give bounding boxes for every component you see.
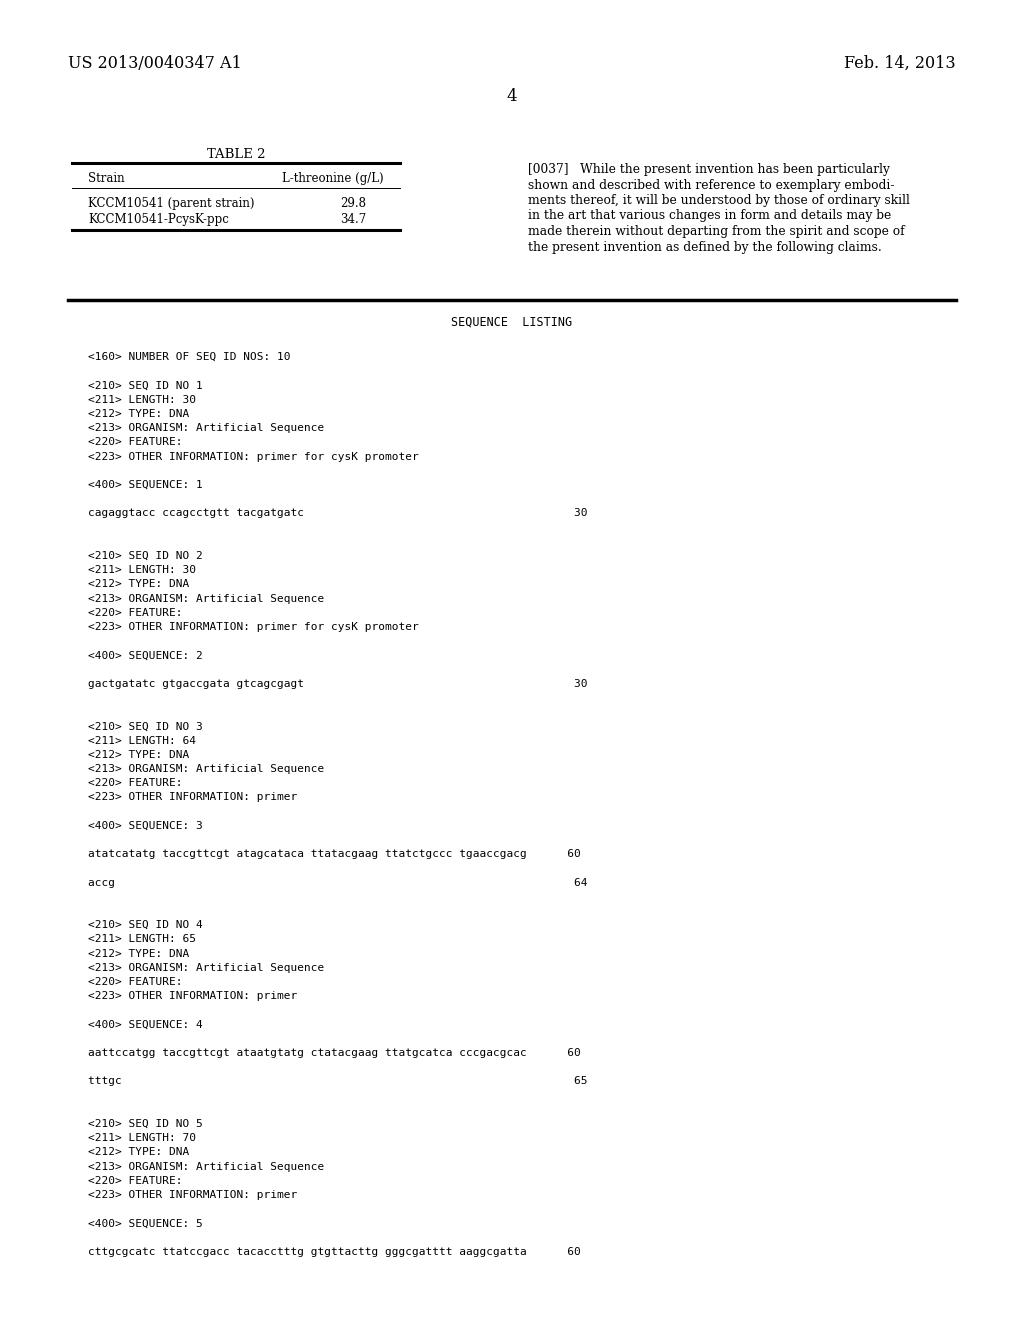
Text: cagaggtacc ccagcctgtt tacgatgatc                                        30: cagaggtacc ccagcctgtt tacgatgatc 30 xyxy=(88,508,588,519)
Text: <223> OTHER INFORMATION: primer: <223> OTHER INFORMATION: primer xyxy=(88,792,297,803)
Text: <213> ORGANISM: Artificial Sequence: <213> ORGANISM: Artificial Sequence xyxy=(88,962,325,973)
Text: <160> NUMBER OF SEQ ID NOS: 10: <160> NUMBER OF SEQ ID NOS: 10 xyxy=(88,352,291,362)
Text: made therein without departing from the spirit and scope of: made therein without departing from the … xyxy=(528,224,904,238)
Text: <211> LENGTH: 64: <211> LENGTH: 64 xyxy=(88,735,196,746)
Text: <210> SEQ ID NO 2: <210> SEQ ID NO 2 xyxy=(88,550,203,561)
Text: <212> TYPE: DNA: <212> TYPE: DNA xyxy=(88,949,189,958)
Text: <223> OTHER INFORMATION: primer: <223> OTHER INFORMATION: primer xyxy=(88,1191,297,1200)
Text: accg                                                                    64: accg 64 xyxy=(88,878,588,887)
Text: <211> LENGTH: 30: <211> LENGTH: 30 xyxy=(88,395,196,405)
Text: 34.7: 34.7 xyxy=(340,213,367,226)
Text: <210> SEQ ID NO 4: <210> SEQ ID NO 4 xyxy=(88,920,203,931)
Text: KCCM10541-PcysK-ppc: KCCM10541-PcysK-ppc xyxy=(88,213,229,226)
Text: <400> SEQUENCE: 5: <400> SEQUENCE: 5 xyxy=(88,1218,203,1229)
Text: <220> FEATURE:: <220> FEATURE: xyxy=(88,437,182,447)
Text: ments thereof, it will be understood by those of ordinary skill: ments thereof, it will be understood by … xyxy=(528,194,910,207)
Text: <400> SEQUENCE: 2: <400> SEQUENCE: 2 xyxy=(88,651,203,660)
Text: <211> LENGTH: 30: <211> LENGTH: 30 xyxy=(88,565,196,576)
Text: <223> OTHER INFORMATION: primer: <223> OTHER INFORMATION: primer xyxy=(88,991,297,1001)
Text: <211> LENGTH: 70: <211> LENGTH: 70 xyxy=(88,1133,196,1143)
Text: <210> SEQ ID NO 1: <210> SEQ ID NO 1 xyxy=(88,380,203,391)
Text: <213> ORGANISM: Artificial Sequence: <213> ORGANISM: Artificial Sequence xyxy=(88,764,325,774)
Text: in the art that various changes in form and details may be: in the art that various changes in form … xyxy=(528,210,891,223)
Text: <400> SEQUENCE: 4: <400> SEQUENCE: 4 xyxy=(88,1019,203,1030)
Text: <220> FEATURE:: <220> FEATURE: xyxy=(88,607,182,618)
Text: <400> SEQUENCE: 1: <400> SEQUENCE: 1 xyxy=(88,480,203,490)
Text: <400> SEQUENCE: 3: <400> SEQUENCE: 3 xyxy=(88,821,203,830)
Text: 4: 4 xyxy=(507,88,517,106)
Text: the present invention as defined by the following claims.: the present invention as defined by the … xyxy=(528,240,882,253)
Text: <211> LENGTH: 65: <211> LENGTH: 65 xyxy=(88,935,196,944)
Text: TABLE 2: TABLE 2 xyxy=(207,148,265,161)
Text: <220> FEATURE:: <220> FEATURE: xyxy=(88,779,182,788)
Text: <212> TYPE: DNA: <212> TYPE: DNA xyxy=(88,579,189,590)
Text: atatcatatg taccgttcgt atagcataca ttatacgaag ttatctgccc tgaaccgacg      60: atatcatatg taccgttcgt atagcataca ttatacg… xyxy=(88,849,581,859)
Text: <223> OTHER INFORMATION: primer for cysK promoter: <223> OTHER INFORMATION: primer for cysK… xyxy=(88,451,419,462)
Text: 29.8: 29.8 xyxy=(340,197,366,210)
Text: tttgc                                                                   65: tttgc 65 xyxy=(88,1076,588,1086)
Text: <212> TYPE: DNA: <212> TYPE: DNA xyxy=(88,409,189,418)
Text: <212> TYPE: DNA: <212> TYPE: DNA xyxy=(88,750,189,760)
Text: <212> TYPE: DNA: <212> TYPE: DNA xyxy=(88,1147,189,1158)
Text: cttgcgcatc ttatccgacc tacacctttg gtgttacttg gggcgatttt aaggcgatta      60: cttgcgcatc ttatccgacc tacacctttg gtgttac… xyxy=(88,1247,581,1257)
Text: <220> FEATURE:: <220> FEATURE: xyxy=(88,977,182,987)
Text: <220> FEATURE:: <220> FEATURE: xyxy=(88,1176,182,1185)
Text: Strain: Strain xyxy=(88,172,125,185)
Text: L-threonine (g/L): L-threonine (g/L) xyxy=(283,172,384,185)
Text: US 2013/0040347 A1: US 2013/0040347 A1 xyxy=(68,55,242,73)
Text: shown and described with reference to exemplary embodi-: shown and described with reference to ex… xyxy=(528,178,895,191)
Text: <210> SEQ ID NO 3: <210> SEQ ID NO 3 xyxy=(88,722,203,731)
Text: <213> ORGANISM: Artificial Sequence: <213> ORGANISM: Artificial Sequence xyxy=(88,424,325,433)
Text: <213> ORGANISM: Artificial Sequence: <213> ORGANISM: Artificial Sequence xyxy=(88,594,325,603)
Text: KCCM10541 (parent strain): KCCM10541 (parent strain) xyxy=(88,197,255,210)
Text: SEQUENCE  LISTING: SEQUENCE LISTING xyxy=(452,315,572,329)
Text: aattccatgg taccgttcgt ataatgtatg ctatacgaag ttatgcatca cccgacgcac      60: aattccatgg taccgttcgt ataatgtatg ctatacg… xyxy=(88,1048,581,1059)
Text: gactgatatc gtgaccgata gtcagcgagt                                        30: gactgatatc gtgaccgata gtcagcgagt 30 xyxy=(88,678,588,689)
Text: <213> ORGANISM: Artificial Sequence: <213> ORGANISM: Artificial Sequence xyxy=(88,1162,325,1172)
Text: <210> SEQ ID NO 5: <210> SEQ ID NO 5 xyxy=(88,1119,203,1129)
Text: [0037]   While the present invention has been particularly: [0037] While the present invention has b… xyxy=(528,162,890,176)
Text: <223> OTHER INFORMATION: primer for cysK promoter: <223> OTHER INFORMATION: primer for cysK… xyxy=(88,622,419,632)
Text: Feb. 14, 2013: Feb. 14, 2013 xyxy=(845,55,956,73)
